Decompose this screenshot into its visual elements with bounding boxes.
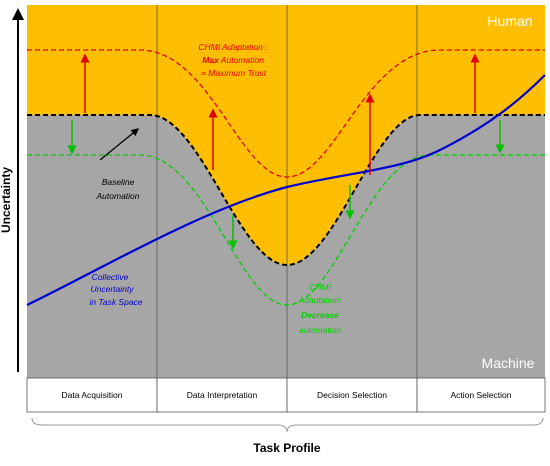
x-label: Task Profile: [253, 441, 320, 455]
decrease-annotation: CHMI Adaptation: Decrease automation: [297, 282, 342, 335]
column-label: Data Acquisition: [62, 390, 123, 400]
annotation-line: Adaptation:: [297, 295, 342, 305]
annotation-line: in Task Space: [89, 297, 142, 307]
annotation-line: Collective: [92, 272, 129, 282]
annotation-line: CHMI: [309, 282, 331, 292]
column-label: Data Interpretation: [187, 390, 258, 400]
column-box: [286, 377, 418, 413]
annotation-line: CHMI Adaptation :: [198, 42, 268, 52]
annotation-bold: Decrease: [301, 310, 339, 320]
column-label: Decision Selection: [317, 390, 387, 400]
column-dividers: [156, 5, 418, 412]
human-label: Human: [487, 13, 532, 29]
annotation-line: ∝ Maximum Trust: [200, 68, 267, 78]
max-annotation: CHMI Adaptation : Max Automation ∝ Maxim…: [198, 42, 268, 78]
annotation-line: automation: [299, 325, 341, 335]
max-automation-curve: [27, 49, 545, 178]
machine-region: [27, 115, 545, 378]
machine-label: Machine: [482, 355, 535, 371]
annotation-line: Uncertainty: [91, 284, 135, 294]
annotation-line: Automation: [96, 191, 140, 201]
column-box: [26, 377, 158, 413]
column-box: [156, 377, 288, 413]
baseline-pointer: [99, 128, 140, 161]
axis-label: Uncertainty: [0, 167, 13, 233]
baseline-curve: [27, 114, 545, 267]
baseline-annotation: Baseline Automation: [96, 177, 140, 201]
decrease-arrows: [67, 120, 505, 250]
column-labels: Data Acquisition Data Interpretation Decis…: [26, 377, 546, 413]
increase-arrows: [80, 53, 480, 175]
collective-annotation: Collective Uncertainty in Task Space: [89, 272, 142, 307]
column-label: Action Selection: [451, 390, 512, 400]
brace: [31, 417, 544, 433]
decrease-automation-curve: [27, 154, 545, 306]
collective-uncertainty-curve: [26, 74, 546, 306]
column-box: [416, 377, 546, 413]
annotation-rest: Automation: [220, 55, 264, 65]
annotation-line: Max Automation: [202, 55, 264, 65]
annotation-bold: Max: [202, 55, 220, 65]
annotation-line: Baseline: [102, 177, 135, 187]
